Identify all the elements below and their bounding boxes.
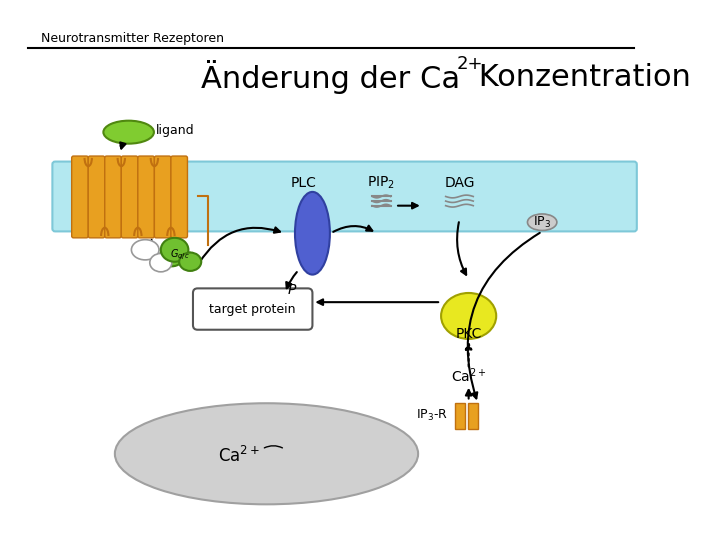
FancyBboxPatch shape (154, 156, 171, 238)
Ellipse shape (160, 246, 184, 266)
Text: Ca$^{2+}$: Ca$^{2+}$ (451, 366, 487, 385)
Ellipse shape (179, 253, 197, 269)
Bar (468, 403, 478, 429)
FancyBboxPatch shape (104, 156, 121, 238)
Text: Änderung der Ca: Änderung der Ca (202, 60, 460, 94)
Text: IP$_3$-R: IP$_3$-R (416, 408, 448, 423)
Text: Neurotransmitter Rezeptoren: Neurotransmitter Rezeptoren (41, 32, 225, 45)
Text: PKC: PKC (456, 327, 482, 341)
Ellipse shape (132, 240, 159, 260)
Text: PLC: PLC (290, 176, 316, 190)
Bar (455, 403, 465, 429)
Text: DAG: DAG (444, 176, 474, 190)
Ellipse shape (104, 120, 154, 144)
Ellipse shape (115, 403, 418, 504)
Ellipse shape (179, 253, 202, 271)
Text: 2+: 2+ (456, 55, 483, 73)
FancyBboxPatch shape (121, 156, 138, 238)
FancyBboxPatch shape (53, 161, 636, 232)
Ellipse shape (295, 192, 330, 275)
Text: Konzentration: Konzentration (469, 63, 690, 91)
Text: target protein: target protein (210, 303, 296, 316)
Ellipse shape (161, 238, 189, 262)
FancyBboxPatch shape (89, 156, 104, 238)
Ellipse shape (528, 214, 557, 231)
Ellipse shape (441, 293, 496, 339)
Text: $G_{q/c}$: $G_{q/c}$ (168, 248, 189, 262)
Text: PIP$_2$: PIP$_2$ (367, 174, 395, 191)
FancyBboxPatch shape (138, 156, 154, 238)
Ellipse shape (150, 253, 172, 272)
Text: IP$_3$: IP$_3$ (533, 215, 552, 230)
FancyBboxPatch shape (193, 288, 312, 330)
Text: P: P (288, 283, 297, 297)
FancyBboxPatch shape (171, 156, 187, 238)
Text: Ca$^{2+}$: Ca$^{2+}$ (218, 446, 260, 465)
Text: ligand: ligand (156, 124, 195, 137)
FancyBboxPatch shape (72, 156, 89, 238)
Text: $G_{q/c}$: $G_{q/c}$ (170, 247, 190, 261)
